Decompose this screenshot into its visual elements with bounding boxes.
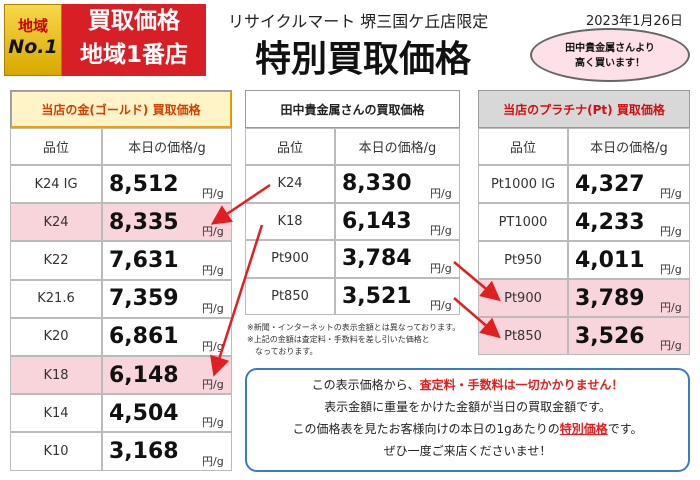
column-header: 品位 bbox=[478, 128, 568, 165]
grade-cell: Pt850 bbox=[478, 317, 568, 355]
footnote: なっております。 bbox=[255, 347, 318, 356]
price-cell: 3,789 bbox=[568, 279, 690, 317]
grade-cell: Pt900 bbox=[245, 240, 335, 278]
grade-cell: Pt850 bbox=[245, 277, 335, 315]
grade-cell: Pt950 bbox=[478, 241, 568, 279]
notice-text: ぜひ一度ご来店くださいませ！ bbox=[383, 444, 552, 458]
unit-label: 円/g bbox=[202, 454, 224, 468]
price-cell: 6,861 bbox=[102, 317, 232, 356]
unit-label: 円/g bbox=[202, 263, 224, 277]
grade-cell: K24 bbox=[245, 165, 335, 203]
column-header: 本日の価格/g bbox=[568, 128, 690, 165]
column-header: 本日の価格/g bbox=[335, 128, 460, 165]
price-cell: 3,526 bbox=[568, 317, 690, 355]
column-header: 本日の価格/g bbox=[102, 128, 232, 165]
unit-label: 円/g bbox=[660, 263, 682, 276]
table-title: 当店のプラチナ(Pt) 買取価格 bbox=[478, 90, 690, 128]
bubble-line: 高く買います！ bbox=[575, 58, 645, 69]
notice-text: この価格表を見たお客様向けの本日の1gあたりの bbox=[292, 422, 560, 436]
notice-emphasis: 査定料・手数料は一切かかりません！ bbox=[419, 378, 624, 392]
unit-label: 円/g bbox=[430, 186, 452, 200]
unit-label: 円/g bbox=[660, 225, 682, 238]
unit-label: 円/g bbox=[660, 301, 682, 314]
unit-label: 円/g bbox=[202, 416, 224, 430]
notice-line: ぜひ一度ご来店くださいませ！ bbox=[247, 440, 688, 462]
price-cell: 4,327 bbox=[568, 165, 690, 203]
badge-top: 地域 bbox=[17, 17, 48, 35]
price-cell: 7,631 bbox=[102, 241, 232, 280]
notice-box: この表示価格から、査定料・手数料は一切かかりません！ 表示金額に重量をかけた金額… bbox=[245, 368, 690, 472]
price-cell: 3,784 bbox=[335, 240, 460, 278]
price-cell: 3,168 bbox=[102, 432, 232, 471]
column-header: 品位 bbox=[10, 128, 102, 165]
banner-line: 地域1番店 bbox=[79, 42, 188, 68]
price-cell: 4,233 bbox=[568, 203, 690, 241]
notice-emphasis: 特別価格 bbox=[559, 422, 608, 436]
badge-bottom: No.1 bbox=[8, 36, 58, 58]
notice-line: 表示金額に重量をかけた金額が当日の買取金額です。 bbox=[247, 396, 688, 418]
date: 2023年1月26日 bbox=[586, 14, 683, 29]
bubble-line: 田中貴金属さんより bbox=[565, 43, 655, 54]
price-cell: 7,359 bbox=[102, 279, 232, 318]
notice-text: この表示価格から、 bbox=[311, 378, 420, 392]
price-cell: 8,335 bbox=[102, 203, 232, 242]
footnote: ※新聞・インターネットの表示金額とは異なっております。 bbox=[247, 323, 461, 332]
column-header: 品位 bbox=[245, 128, 335, 165]
unit-label: 円/g bbox=[660, 187, 682, 200]
badge: 地域 No.1 bbox=[4, 4, 62, 76]
unit-label: 円/g bbox=[430, 261, 452, 275]
grade-cell: K18 bbox=[245, 202, 335, 240]
banner-line: 買取価格 bbox=[88, 8, 180, 34]
price-cell: 3,521 bbox=[335, 277, 460, 315]
grade-cell: Pt900 bbox=[478, 279, 568, 317]
grade-cell: K24 bbox=[10, 203, 102, 242]
notice-text: 表示金額に重量をかけた金額が当日の買取金額です。 bbox=[324, 400, 611, 414]
store-name: リサイクルマート 堺三国ケ丘店限定 bbox=[228, 12, 489, 31]
banner: 買取価格 地域1番店 bbox=[62, 4, 206, 76]
unit-label: 円/g bbox=[202, 187, 224, 201]
notice-line: この価格表を見たお客様向けの本日の1gあたりの特別価格です。 bbox=[247, 418, 688, 440]
grade-cell: K18 bbox=[10, 356, 102, 395]
grade-cell: PT1000 bbox=[478, 203, 568, 241]
price-cell: 8,330 bbox=[335, 165, 460, 203]
grade-cell: K10 bbox=[10, 432, 102, 471]
grade-cell: K22 bbox=[10, 241, 102, 280]
unit-label: 円/g bbox=[660, 339, 682, 352]
unit-label: 円/g bbox=[202, 301, 224, 315]
price-cell: 8,512 bbox=[102, 165, 232, 204]
unit-label: 円/g bbox=[202, 378, 224, 392]
grade-cell: K20 bbox=[10, 317, 102, 356]
price-cell: 6,143 bbox=[335, 202, 460, 240]
notice-text: です。 bbox=[607, 422, 643, 436]
grade-cell: Pt1000 IG bbox=[478, 165, 568, 203]
price-cell: 4,011 bbox=[568, 241, 690, 279]
unit-label: 円/g bbox=[202, 225, 224, 239]
grade-cell: K21.6 bbox=[10, 279, 102, 318]
speech-bubble: 田中貴金属さんより 高く買います！ bbox=[530, 28, 690, 82]
title: 特別買取価格 bbox=[255, 39, 472, 80]
grade-cell: K14 bbox=[10, 394, 102, 433]
grade-cell: K24 IG bbox=[10, 165, 102, 204]
price-cell: 4,504 bbox=[102, 394, 232, 433]
footnote: ※上記の金額は査定料・手数料を差し引いた価格と bbox=[247, 335, 430, 344]
table-title: 当店の金(ゴールド) 買取価格 bbox=[10, 90, 232, 128]
unit-label: 円/g bbox=[430, 299, 452, 312]
notice-line: この表示価格から、査定料・手数料は一切かかりません！ bbox=[247, 374, 688, 396]
unit-label: 円/g bbox=[202, 340, 224, 353]
unit-label: 円/g bbox=[430, 224, 452, 237]
table-title: 田中貴金属さんの買取価格 bbox=[245, 90, 460, 128]
